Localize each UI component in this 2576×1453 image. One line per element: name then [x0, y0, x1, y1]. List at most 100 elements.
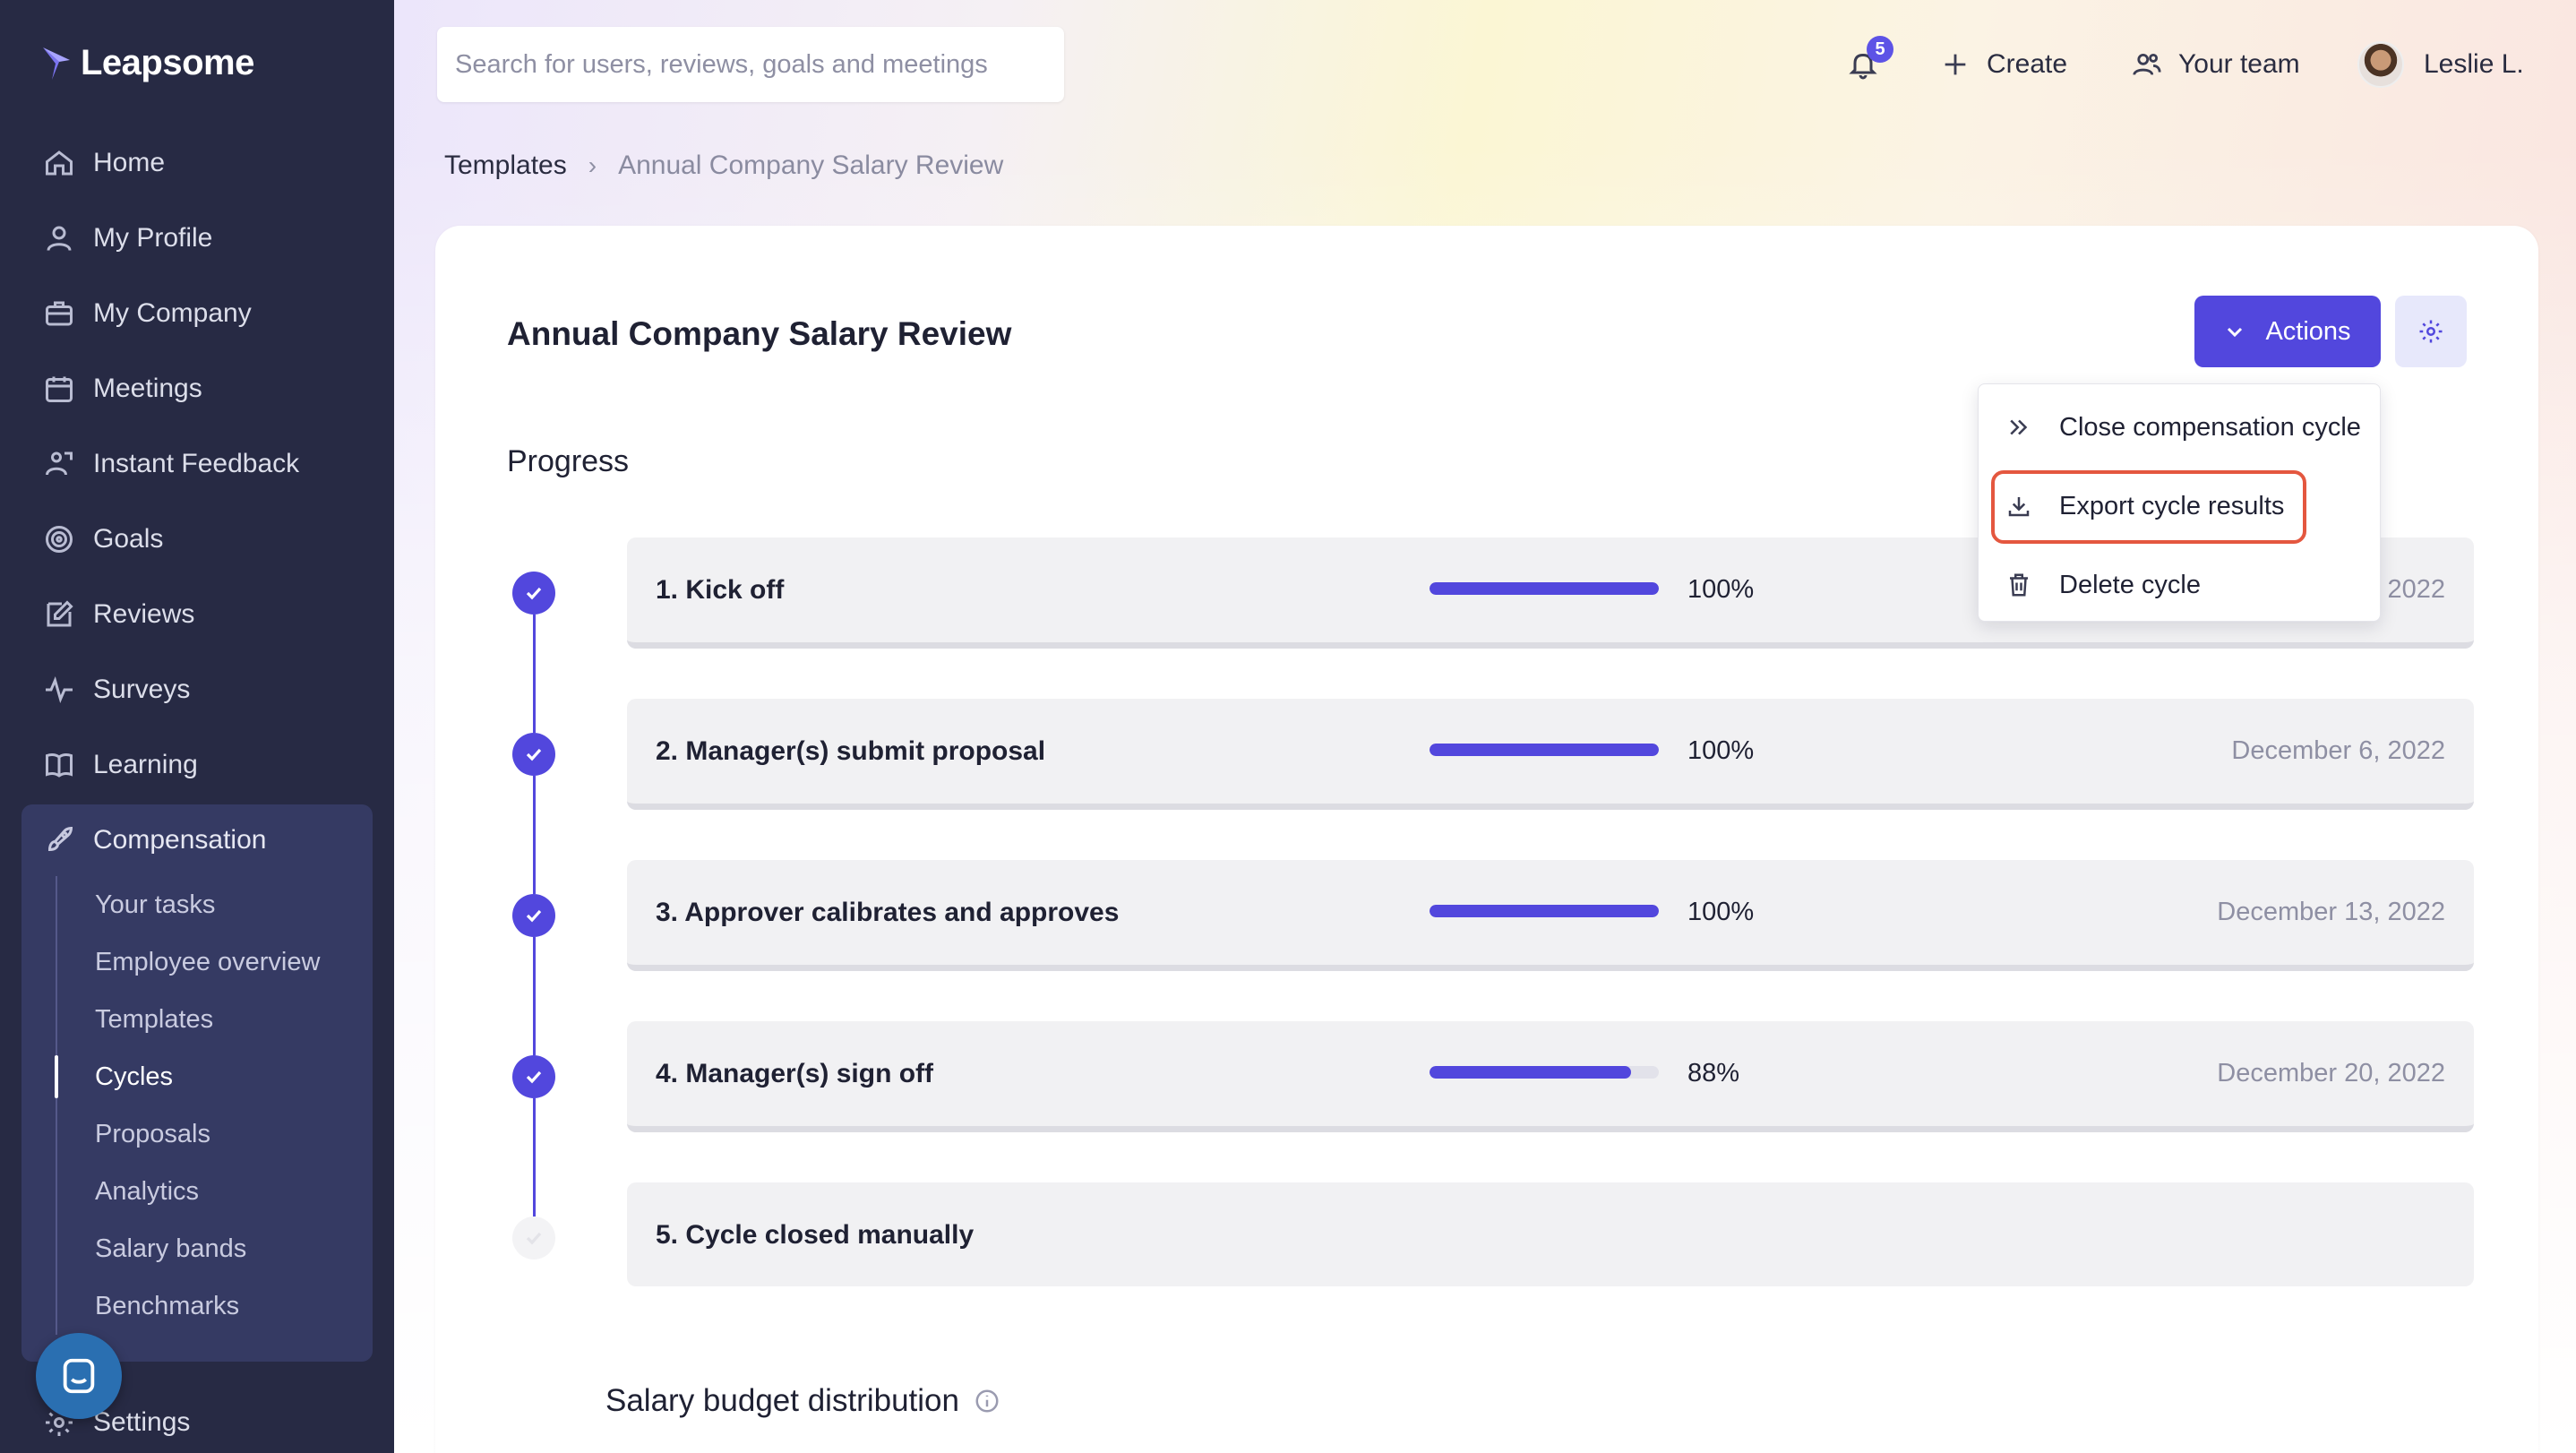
- pulse-icon: [43, 674, 75, 706]
- timeline-connector: [533, 937, 536, 1055]
- timeline-connector: [533, 615, 536, 733]
- create-button[interactable]: Create: [1940, 36, 2067, 93]
- progress-step: 5. Cycle closed manually: [512, 1182, 2483, 1294]
- sidebar: Leapsome Home My Profile My Company Meet…: [0, 0, 394, 1453]
- chat-icon: [63, 1358, 95, 1394]
- breadcrumb-templates-link[interactable]: Templates: [444, 150, 567, 180]
- sidebar-item-label: Compensation: [93, 825, 267, 855]
- step-date: December 6, 2022: [2231, 736, 2445, 765]
- sidebar-item-label: Instant Feedback: [93, 449, 300, 478]
- breadcrumb-current: Annual Company Salary Review: [618, 150, 1004, 180]
- edit-icon: [43, 598, 75, 631]
- sidebar-item-settings[interactable]: Settings: [43, 1406, 190, 1439]
- sidebar-item-label: My Profile: [93, 223, 213, 253]
- step-row[interactable]: 5. Cycle closed manually: [627, 1182, 2474, 1286]
- submenu-analytics[interactable]: Analytics: [95, 1176, 200, 1206]
- menu-item-label: Close compensation cycle: [2059, 412, 2361, 442]
- feedback-icon: [43, 448, 75, 480]
- sidebar-item-goals[interactable]: Goals: [21, 502, 373, 577]
- bell-icon: [1849, 53, 1877, 80]
- step-progress-bar: [1430, 744, 1659, 756]
- notification-badge: 5: [1867, 36, 1893, 63]
- sidebar-item-label: Surveys: [93, 675, 191, 704]
- step-date: December 13, 2022: [2217, 898, 2445, 926]
- submenu-salary-bands[interactable]: Salary bands: [95, 1234, 247, 1263]
- your-team-button[interactable]: Your team: [2132, 36, 2300, 93]
- global-search[interactable]: [437, 27, 1064, 102]
- leapsome-logo[interactable]: Leapsome: [39, 43, 254, 83]
- step-progress-fill: [1430, 744, 1659, 756]
- sidebar-item-label: Home: [93, 148, 166, 177]
- step-date: 2022: [2387, 575, 2445, 604]
- sidebar-item-surveys[interactable]: Surveys: [21, 652, 373, 727]
- step-row[interactable]: 3. Approver calibrates and approves 100%…: [627, 860, 2474, 971]
- rocket-icon: [43, 824, 75, 856]
- submenu-benchmarks[interactable]: Benchmarks: [95, 1291, 240, 1320]
- sidebar-group-compensation: Compensation Your tasks Employee overvie…: [21, 804, 373, 1362]
- sidebar-item-label: Learning: [93, 750, 198, 779]
- step-row[interactable]: 4. Manager(s) sign off 88% December 20, …: [627, 1021, 2474, 1132]
- menu-item-close-cycle[interactable]: Close compensation cycle: [1979, 391, 2380, 463]
- menu-item-export-results[interactable]: Export cycle results: [1979, 470, 2380, 542]
- check-icon: [512, 1217, 555, 1260]
- sidebar-item-label: Reviews: [93, 599, 195, 629]
- sidebar-item-label: Settings: [93, 1407, 191, 1437]
- progress-step: 4. Manager(s) sign off 88% December 20, …: [512, 1021, 2483, 1132]
- sidebar-item-my-company[interactable]: My Company: [21, 276, 373, 351]
- sidebar-item-learning[interactable]: Learning: [21, 727, 373, 803]
- step-percent: 100%: [1687, 575, 1755, 604]
- cycle-settings-button[interactable]: [2395, 296, 2467, 367]
- progress-title: Progress: [507, 444, 630, 478]
- timeline-connector: [533, 1098, 536, 1217]
- user-icon: [43, 222, 75, 254]
- sidebar-item-compensation[interactable]: Compensation: [21, 804, 373, 876]
- step-progress-bar: [1430, 1066, 1659, 1079]
- progress-step: 2. Manager(s) submit proposal 100% Decem…: [512, 699, 2483, 810]
- step-percent: 100%: [1687, 736, 1755, 765]
- submenu-proposals[interactable]: Proposals: [95, 1119, 210, 1148]
- chevron-right-icon: ›: [588, 151, 597, 179]
- actions-button[interactable]: Actions: [2194, 296, 2381, 367]
- sidebar-item-my-profile[interactable]: My Profile: [21, 201, 373, 276]
- chevron-down-icon: [2228, 327, 2243, 338]
- download-icon: [2008, 497, 2030, 517]
- submenu-cycles[interactable]: Cycles: [55, 1048, 351, 1105]
- menu-item-delete-cycle[interactable]: Delete cycle: [1979, 549, 2380, 621]
- sidebar-item-meetings[interactable]: Meetings: [21, 351, 373, 426]
- chat-support-button[interactable]: [36, 1333, 122, 1419]
- step-row[interactable]: 2. Manager(s) submit proposal 100% Decem…: [627, 699, 2474, 810]
- progress-step: 3. Approver calibrates and approves 100%…: [512, 860, 2483, 971]
- submenu-templates[interactable]: Templates: [95, 1004, 214, 1034]
- main-area: 5 Create Your team Leslie L. Templates ›…: [394, 0, 2576, 1453]
- step-percent: 100%: [1687, 898, 1755, 926]
- sidebar-item-home[interactable]: Home: [21, 125, 373, 201]
- step-progress-bar: [1430, 905, 1659, 917]
- check-icon: [512, 1055, 555, 1098]
- breadcrumb: Templates › Annual Company Salary Review: [444, 150, 1003, 181]
- brand-name: Leapsome: [81, 43, 254, 82]
- step-label: 2. Manager(s) submit proposal: [656, 736, 1046, 766]
- sidebar-item-reviews[interactable]: Reviews: [21, 577, 373, 652]
- search-input[interactable]: [455, 49, 1064, 80]
- step-label: 1. Kick off: [656, 575, 785, 605]
- sidebar-item-instant-feedback[interactable]: Instant Feedback: [21, 426, 373, 502]
- user-name: Leslie L.: [2424, 49, 2524, 79]
- calendar-icon: [43, 373, 75, 405]
- step-progress-fill: [1430, 1066, 1632, 1079]
- briefcase-icon: [43, 297, 75, 330]
- book-icon: [43, 749, 75, 781]
- compensation-submenu: Your tasks Employee overview Templates C…: [55, 876, 351, 1335]
- team-icon: [2133, 53, 2161, 75]
- double-chevron-right-icon: [2010, 419, 2028, 435]
- submenu-employee-overview[interactable]: Employee overview: [95, 947, 321, 976]
- check-icon: [512, 733, 555, 776]
- notifications-button[interactable]: 5: [1838, 36, 1893, 93]
- step-label: 3. Approver calibrates and approves: [656, 898, 1120, 927]
- check-icon: [512, 572, 555, 615]
- info-icon[interactable]: [974, 1388, 1000, 1414]
- create-label: Create: [1987, 49, 2068, 79]
- step-label: 4. Manager(s) sign off: [656, 1059, 934, 1088]
- user-menu[interactable]: Leslie L.: [2357, 36, 2524, 93]
- submenu-your-tasks[interactable]: Your tasks: [95, 890, 216, 919]
- step-percent: 88%: [1687, 1059, 1740, 1088]
